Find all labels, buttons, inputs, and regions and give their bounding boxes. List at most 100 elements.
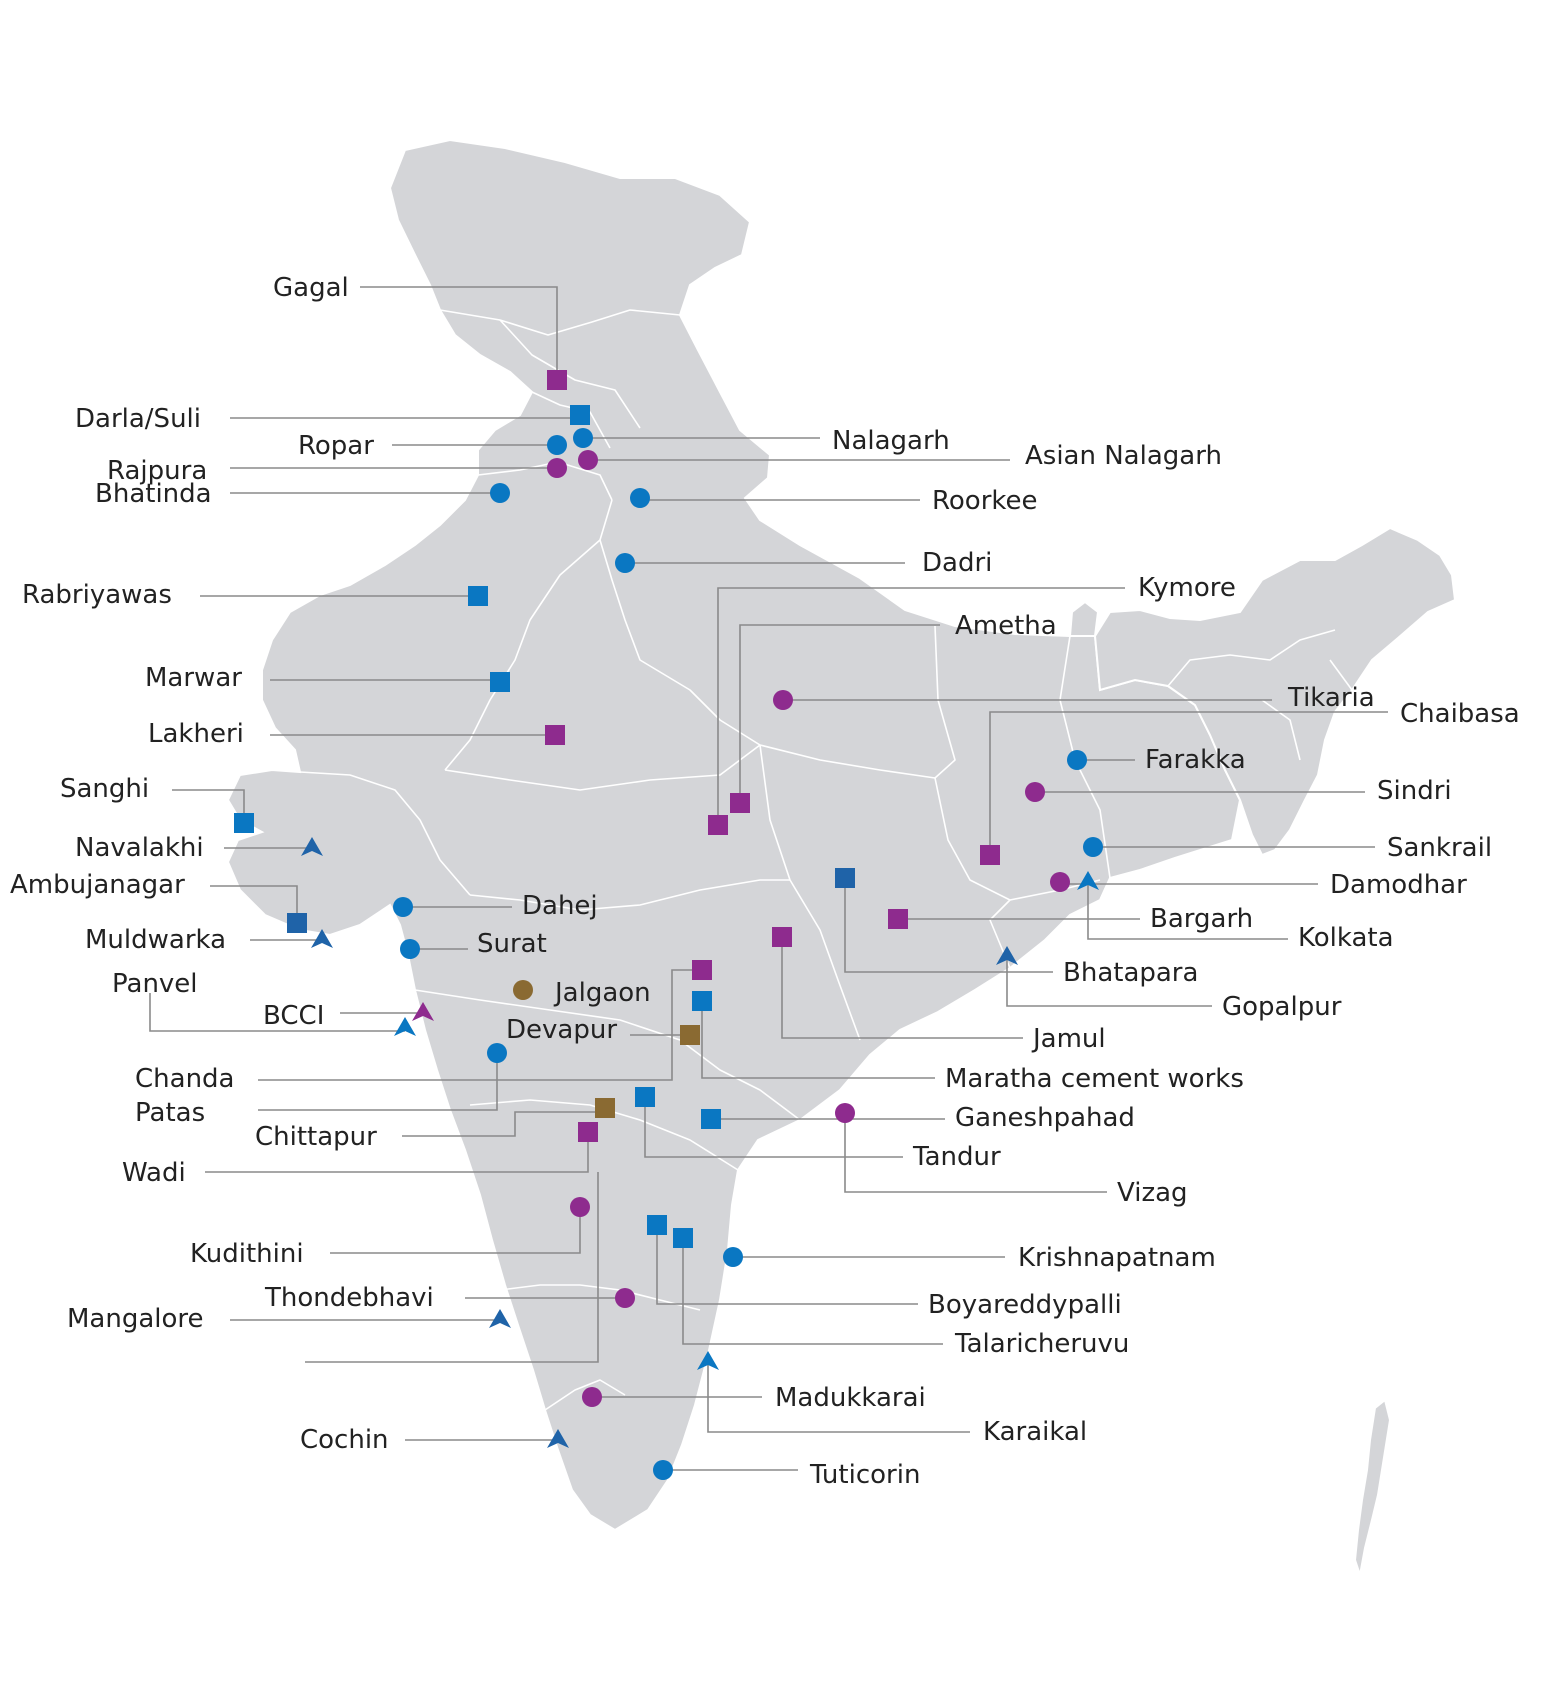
label-patas: Patas: [135, 1098, 205, 1128]
marker-talaricheruvu: [673, 1228, 693, 1248]
leader-line-chittapur: [402, 1111, 605, 1137]
marker-jamul: [772, 927, 792, 947]
marker-sankrail: [1083, 837, 1103, 857]
marker-bcci: [412, 1002, 434, 1021]
leader-line-tandur: [644, 1097, 903, 1158]
leader-line-jamul: [781, 937, 1023, 1039]
leader-line-chanda: [258, 969, 702, 1081]
label-surat: Surat: [477, 929, 547, 959]
label-lakheri: Lakheri: [148, 719, 244, 749]
label-ganeshpahad: Ganeshpahad: [955, 1103, 1135, 1133]
leader-line-ambujanagar: [210, 885, 298, 923]
marker-ametha: [730, 793, 750, 813]
label-mangalore: Mangalore: [67, 1304, 204, 1334]
label-dadri: Dadri: [922, 548, 992, 578]
label-rajpura: Rajpura: [107, 456, 207, 486]
marker-bhatinda: [490, 483, 510, 503]
marker-farakka: [1067, 750, 1087, 770]
land-layer: [226, 138, 1457, 1576]
label-roorkee: Roorkee: [932, 486, 1038, 516]
label-asian-nalagarh: Asian Nalagarh: [1025, 441, 1222, 471]
label-ropar: Ropar: [298, 431, 374, 461]
marker-boyareddypalli: [647, 1215, 667, 1235]
marker-nalagarh: [573, 428, 593, 448]
marker-maratha-cement-works: [692, 991, 712, 1011]
label-jalgaon: Jalgaon: [553, 978, 651, 1008]
label-layer: Gagal Darla/Suli Ropar Nalagarh Rajpura Asian…: [10, 273, 1520, 1490]
label-navalakhi: Navalakhi: [75, 833, 204, 863]
label-jamul: Jamul: [1031, 1024, 1106, 1054]
label-bhatapara: Bhatapara: [1063, 958, 1198, 988]
label-chanda: Chanda: [135, 1064, 234, 1094]
label-ambujanagar: Ambujanagar: [10, 870, 185, 900]
leader-line-patas: [258, 1053, 498, 1111]
leader-line-vizag: [844, 1113, 1107, 1193]
label-gagal: Gagal: [273, 273, 349, 303]
leader-line-layer: [149, 286, 1388, 1471]
marker-lakheri: [545, 725, 565, 745]
label-chittapur: Chittapur: [255, 1122, 377, 1152]
label-sankrail: Sankrail: [1387, 833, 1492, 863]
label-kymore: Kymore: [1138, 573, 1236, 603]
label-karaikal: Karaikal: [983, 1417, 1087, 1447]
leader-line-panvel: [149, 993, 405, 1032]
marker-ambujanagar: [287, 913, 307, 933]
label-bcci: BCCI: [263, 1001, 324, 1031]
label-bargarh: Bargarh: [1150, 904, 1253, 934]
label-vizag: Vizag: [1117, 1178, 1188, 1208]
marker-karaikal: [697, 1351, 719, 1370]
sikkim: [1068, 600, 1100, 637]
label-tuticorin: Tuticorin: [809, 1460, 920, 1490]
label-gopalpur: Gopalpur: [1222, 992, 1342, 1022]
marker-sindri: [1025, 782, 1045, 802]
leader-line-gagal: [360, 286, 558, 380]
marker-panvel: [394, 1017, 416, 1036]
label-devapur: Devapur: [506, 1015, 617, 1045]
leader-line-talaricheruvu: [682, 1238, 943, 1345]
marker-chaibasa: [980, 845, 1000, 865]
leader-line-kudithini: [330, 1207, 581, 1254]
marker-bargarh: [888, 909, 908, 929]
marker-dahej: [393, 897, 413, 917]
marker-krishnapatnam: [723, 1247, 743, 1267]
leader-line-sanghi: [172, 789, 245, 823]
label-panvel: Panvel: [112, 969, 198, 999]
marker-surat: [400, 939, 420, 959]
label-damodhar: Damodhar: [1330, 870, 1467, 900]
label-kudithini: Kudithini: [190, 1239, 304, 1269]
marker-tandur: [635, 1087, 655, 1107]
marker-madukkarai: [582, 1387, 602, 1407]
marker-cochin: [547, 1429, 569, 1448]
marker-damodhar: [1050, 872, 1070, 892]
marker-marwar: [490, 672, 510, 692]
marker-wadi: [578, 1122, 598, 1142]
marker-muldwarka: [311, 929, 333, 948]
leader-line-kymore: [717, 587, 1125, 825]
marker-kolkata: [1077, 871, 1099, 890]
marker-chittapur: [595, 1098, 615, 1118]
marker-jalgaon: [513, 980, 533, 1000]
marker-tuticorin: [653, 1460, 673, 1480]
label-sindri: Sindri: [1377, 776, 1452, 806]
marker-darla-suli: [570, 405, 590, 425]
label-chaibasa: Chaibasa: [1400, 699, 1520, 729]
marker-bhatapara: [835, 868, 855, 888]
label-madukkarai: Madukkarai: [775, 1383, 926, 1413]
label-talaricheruvu: Talaricheruvu: [954, 1329, 1129, 1359]
leader-line-extra: [305, 1172, 599, 1363]
marker-rabriyawas: [468, 586, 488, 606]
marker-vizag: [835, 1103, 855, 1123]
andaman-islands: [1353, 1398, 1392, 1576]
label-wadi: Wadi: [122, 1158, 186, 1188]
label-kolkata: Kolkata: [1298, 923, 1394, 953]
label-cochin: Cochin: [300, 1425, 389, 1455]
label-marwar: Marwar: [145, 663, 242, 693]
label-tandur: Tandur: [912, 1142, 1001, 1172]
marker-dadri: [615, 553, 635, 573]
marker-ganeshpahad: [701, 1109, 721, 1129]
marker-rajpura: [547, 458, 567, 478]
marker-chanda: [692, 960, 712, 980]
marker-tikaria: [773, 690, 793, 710]
marker-patas: [487, 1043, 507, 1063]
